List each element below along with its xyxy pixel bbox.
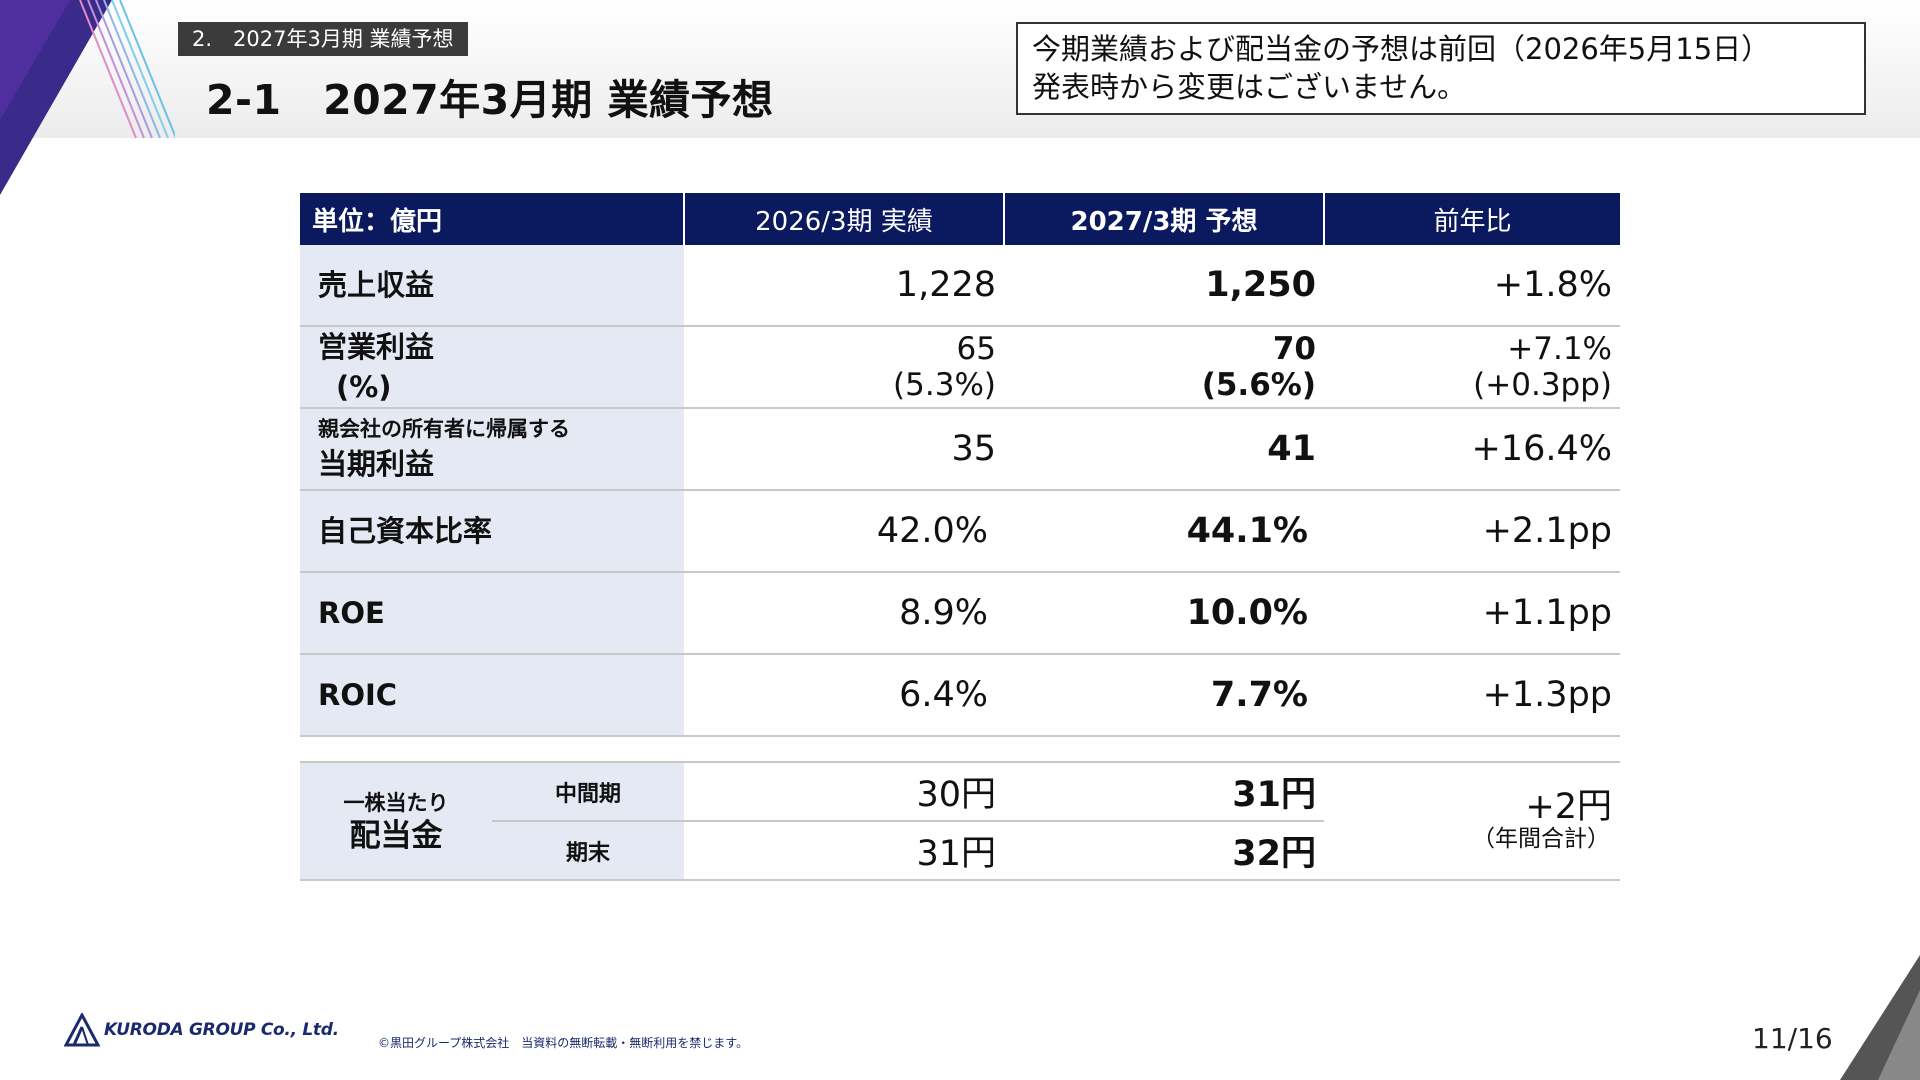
dividend-actual-yearend: 31円 <box>916 834 996 874</box>
dividend-yoy-note: （年間合計） <box>1472 826 1610 852</box>
label-operating-profit-main: 営業利益 <box>318 330 435 364</box>
forecast-revenue: 1,250 <box>1004 245 1324 327</box>
corner-decoration-bottom-right <box>1840 955 1920 1080</box>
actual-operating-profit: 65 (5.3%) <box>684 326 1004 409</box>
dividend-period-interim: 中間期 <box>492 762 684 822</box>
corner-decoration-top-left <box>0 0 175 195</box>
actual-revenue: 1,228 <box>684 245 1004 327</box>
section-tag: 2. 2027年3月期 業績予想 <box>178 22 468 56</box>
dividend-label: 一株当たり 配当金 <box>300 762 492 880</box>
label-net-profit-main: 当期利益 <box>318 447 435 481</box>
dividend-period-yearend: 期末 <box>492 821 684 880</box>
row-revenue: 売上収益 1,228 1,250 +1.8% <box>300 245 1620 327</box>
actual-operating-margin: (5.3%) <box>893 367 996 403</box>
company-logo: KURODA GROUP Co., Ltd. <box>64 1012 339 1048</box>
actual-net-profit: 35 <box>684 408 1004 491</box>
label-net-profit: 親会社の所有者に帰属する 当期利益 <box>300 408 684 491</box>
yoy-operating-profit-value: +7.1% <box>1507 331 1612 367</box>
copyright-notice: ©黒田グループ株式会社 当資料の無断転載・無断利用を禁じます。 <box>378 1036 749 1050</box>
yoy-operating-profit: +7.1% (+0.3pp) <box>1324 326 1620 409</box>
table-header-row: 単位：億円 2026/3期 実績 2027/3期 予想 前年比 <box>300 193 1620 245</box>
yoy-revenue: +1.8% <box>1324 245 1620 327</box>
dividend-forecast-interim: 31円 <box>1004 762 1324 822</box>
label-net-profit-prefix: 親会社の所有者に帰属する <box>318 417 570 441</box>
forecast-operating-margin: (5.6%) <box>1201 367 1316 403</box>
forecast-equity-ratio: 44.1% <box>1004 490 1324 573</box>
yoy-equity-ratio: +2.1pp <box>1324 490 1620 573</box>
label-equity-ratio: 自己資本比率 <box>300 490 684 573</box>
header-yoy: 前年比 <box>1324 193 1620 245</box>
label-roic: ROIC <box>300 654 684 737</box>
row-equity-ratio: 自己資本比率 42.0% 44.1% +2.1pp <box>300 490 1620 573</box>
dividend-row-yearend: 期末 31円 32円 <box>300 821 1620 880</box>
header-forecast: 2027/3期 予想 <box>1004 193 1325 245</box>
dividend-label-main: 配当金 <box>349 818 443 854</box>
dividend-actual-interim: 30円 <box>684 762 1004 822</box>
forecast-notice-box: 今期業績および配当金の予想は前回（2026年5月15日） 発表時から変更はござい… <box>1016 22 1866 115</box>
actual-operating-profit-value: 65 <box>956 331 996 367</box>
yoy-operating-margin: (+0.3pp) <box>1473 367 1612 403</box>
dividend-label-prefix: 一株当たり <box>343 791 449 815</box>
header-unit: 単位：億円 <box>300 193 685 245</box>
logo-text: KURODA GROUP Co., Ltd. <box>104 1020 339 1040</box>
forecast-net-profit: 41 <box>1004 408 1324 491</box>
yoy-roe: +1.1pp <box>1324 572 1620 655</box>
actual-roic: 6.4% <box>684 654 1004 737</box>
row-roe: ROE 8.9% 10.0% +1.1pp <box>300 572 1620 655</box>
yoy-roic: +1.3pp <box>1324 654 1620 737</box>
yoy-net-profit: +16.4% <box>1324 408 1620 491</box>
forecast-operating-profit-value: 70 <box>1272 331 1316 367</box>
row-operating-profit: 営業利益 (%) 65 (5.3%) 70 (5.6%) +7.1% (+0.3… <box>300 326 1620 409</box>
row-roic: ROIC 6.4% 7.7% +1.3pp <box>300 654 1620 737</box>
notice-line-1: 今期業績および配当金の予想は前回（2026年5月15日） <box>1032 32 1771 66</box>
forecast-roic: 7.7% <box>1004 654 1324 737</box>
page-number: 11/16 <box>1752 1022 1833 1055</box>
forecast-operating-profit: 70 (5.6%) <box>1004 326 1324 409</box>
label-operating-profit: 営業利益 (%) <box>300 326 684 409</box>
dividend-table: 一株当たり 配当金 中間期 30円 31円 +2円 （年間合計） 期末 31円 … <box>300 761 1620 881</box>
page-title: 2-1 2027年3月期 業績予想 <box>206 76 774 124</box>
logo-mark-icon <box>64 1013 100 1047</box>
label-roe: ROE <box>300 572 684 655</box>
dividend-row-interim: 一株当たり 配当金 中間期 30円 31円 +2円 （年間合計） <box>300 762 1620 880</box>
row-net-profit: 親会社の所有者に帰属する 当期利益 35 41 +16.4% <box>300 408 1620 491</box>
actual-roe: 8.9% <box>684 572 1004 655</box>
dividend-forecast-yearend: 32円 <box>1232 834 1316 874</box>
dividend-yoy: +2円 （年間合計） <box>1324 762 1620 880</box>
header-actual: 2026/3期 実績 <box>684 193 1005 245</box>
label-revenue: 売上収益 <box>300 245 684 327</box>
actual-equity-ratio: 42.0% <box>684 490 1004 573</box>
label-operating-profit-margin: (%) <box>336 370 392 404</box>
forecast-roe: 10.0% <box>1004 572 1324 655</box>
notice-line-2: 発表時から変更はございません。 <box>1032 70 1467 104</box>
forecast-table: 単位：億円 2026/3期 実績 2027/3期 予想 前年比 売上収益 1,2… <box>300 193 1620 737</box>
dividend-yoy-value: +2円 <box>1525 787 1612 827</box>
